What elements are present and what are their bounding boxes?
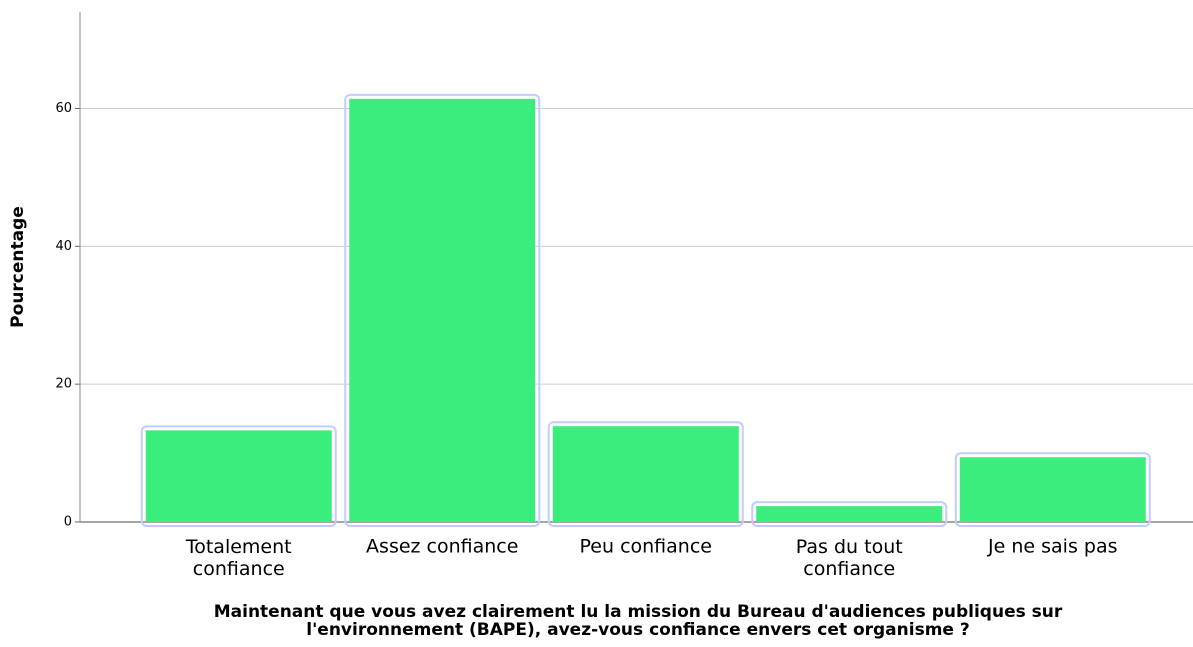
bar [756,506,943,522]
y-tick-label: 60 [55,101,72,116]
y-tick-label: 40 [55,239,72,254]
x-tick-label: Assez confiance [366,536,518,558]
bar [145,430,332,522]
bar-outline [954,452,1151,527]
bar-outline [140,425,337,527]
y-tick-label: 20 [55,377,72,392]
bar [552,426,739,522]
x-axis-title: Maintenant que vous avez clairement lu l… [214,602,1063,640]
bar-outline [547,421,744,527]
y-axis-title: Pourcentage [8,206,28,328]
x-tick-label: Totalement confiance [185,536,292,580]
bar [959,457,1146,522]
x-tick-label: Peu confiance [580,536,712,558]
bar-outline [751,501,948,528]
x-tick-label: Je ne sais pas [987,536,1117,558]
y-tick-label: 0 [64,515,72,530]
x-tick-label: Pas du tout confiance [796,536,903,580]
bar-outline [344,93,541,528]
bar [349,98,536,523]
